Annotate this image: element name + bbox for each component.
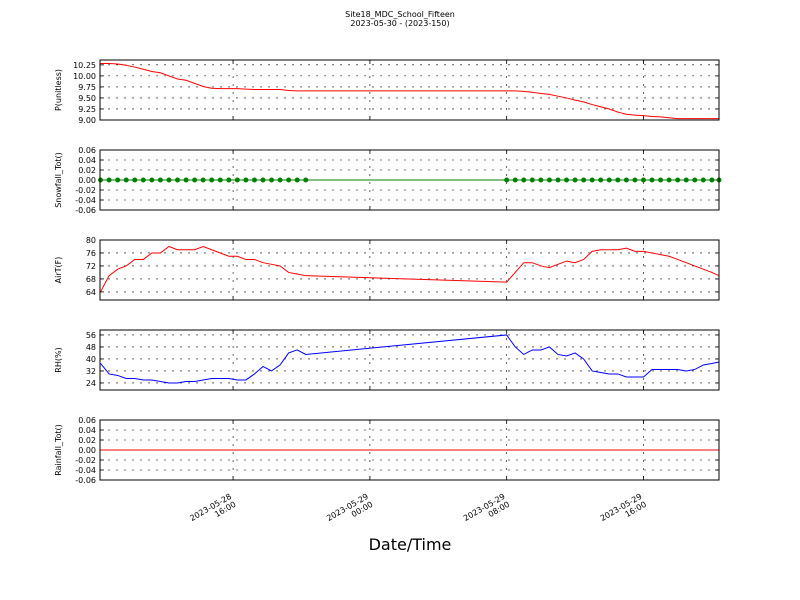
data-marker xyxy=(598,177,604,183)
data-marker xyxy=(700,177,706,183)
plot-frame xyxy=(99,419,720,481)
data-marker xyxy=(512,177,518,183)
data-marker xyxy=(504,177,510,183)
data-marker xyxy=(175,177,181,183)
data-line xyxy=(100,334,720,384)
y-tick-label: -0.04 xyxy=(75,196,96,205)
plot-frame xyxy=(99,329,720,391)
data-marker xyxy=(234,177,240,183)
data-marker xyxy=(260,177,266,183)
data-marker xyxy=(243,177,249,183)
y-axis-label: P(unitless) xyxy=(54,69,63,111)
y-tick-label: 9.50 xyxy=(78,94,96,103)
y-tick-label: -0.02 xyxy=(75,186,96,195)
data-marker xyxy=(286,177,292,183)
y-tick-label: 56 xyxy=(86,331,96,340)
data-marker xyxy=(251,177,257,183)
data-marker xyxy=(269,177,275,183)
y-tick-label: 0.06 xyxy=(78,146,96,155)
plot-frame xyxy=(99,149,720,211)
plot-frame xyxy=(99,59,720,121)
y-tick-label: 0.04 xyxy=(78,426,96,435)
y-tick-label: 68 xyxy=(86,275,96,284)
data-marker xyxy=(555,177,561,183)
data-marker xyxy=(132,177,138,183)
y-tick-label: -0.04 xyxy=(75,466,96,475)
data-marker xyxy=(157,177,163,183)
y-tick-label: 48 xyxy=(86,343,96,352)
data-marker xyxy=(640,177,646,183)
y-axis-label: Rainfall_Tot() xyxy=(54,424,63,476)
data-marker xyxy=(606,177,612,183)
data-marker xyxy=(277,177,283,183)
x-axis-label: Date/Time xyxy=(369,535,452,554)
y-tick-label: 40 xyxy=(86,355,96,364)
y-tick-label: -0.02 xyxy=(75,456,96,465)
data-marker xyxy=(192,177,198,183)
y-tick-label: 0.02 xyxy=(78,166,96,175)
data-marker xyxy=(123,177,129,183)
data-marker xyxy=(709,177,715,183)
data-marker xyxy=(140,177,146,183)
data-marker xyxy=(209,177,215,183)
data-marker xyxy=(666,177,672,183)
y-tick-label: 80 xyxy=(86,236,96,245)
data-line xyxy=(100,63,719,120)
y-tick-label: 0.06 xyxy=(78,416,96,425)
y-tick-label: 0.00 xyxy=(78,446,96,455)
plot-frame xyxy=(99,239,720,301)
data-marker xyxy=(166,177,172,183)
data-marker xyxy=(538,177,544,183)
data-marker xyxy=(521,177,527,183)
data-marker xyxy=(226,177,232,183)
y-axis-label: AirT(F) xyxy=(54,257,63,284)
data-marker xyxy=(149,177,155,183)
y-tick-label: 10.25 xyxy=(73,61,96,70)
data-marker xyxy=(675,177,681,183)
data-marker xyxy=(572,177,578,183)
y-tick-label: -0.06 xyxy=(75,206,96,215)
chart-subtitle: 2023-05-30 - (2023-150) xyxy=(350,19,449,28)
y-tick-label: -0.06 xyxy=(75,476,96,485)
chart-title: Site18_MDC_School_Fifteen xyxy=(345,10,455,19)
data-marker xyxy=(683,177,689,183)
data-marker xyxy=(529,177,535,183)
data-marker xyxy=(632,177,638,183)
y-tick-label: 76 xyxy=(86,249,96,258)
y-tick-label: 10.00 xyxy=(73,72,96,81)
data-marker xyxy=(115,177,121,183)
data-marker xyxy=(581,177,587,183)
data-marker xyxy=(200,177,206,183)
y-tick-label: 0.02 xyxy=(78,436,96,445)
y-tick-label: 0.00 xyxy=(78,176,96,185)
data-marker xyxy=(649,177,655,183)
data-marker xyxy=(546,177,552,183)
y-tick-label: 9.75 xyxy=(78,83,96,92)
y-tick-label: 0.04 xyxy=(78,156,96,165)
y-tick-label: 32 xyxy=(86,367,96,376)
data-marker xyxy=(589,177,595,183)
y-tick-label: 64 xyxy=(86,288,96,297)
y-axis-label: Snowfall_Tot() xyxy=(54,152,63,208)
data-line xyxy=(100,245,720,293)
data-marker xyxy=(615,177,621,183)
data-marker xyxy=(623,177,629,183)
data-marker xyxy=(217,177,223,183)
data-marker xyxy=(98,177,104,183)
y-tick-label: 9.25 xyxy=(78,105,96,114)
data-marker xyxy=(692,177,698,183)
data-marker xyxy=(658,177,664,183)
y-tick-label: 9.00 xyxy=(78,116,96,125)
y-tick-label: 72 xyxy=(86,262,96,271)
y-axis-label: RH(%) xyxy=(54,347,63,372)
data-marker xyxy=(564,177,570,183)
data-marker xyxy=(303,177,309,183)
data-marker xyxy=(183,177,189,183)
y-tick-label: 24 xyxy=(86,379,96,388)
data-marker xyxy=(106,177,112,183)
data-marker xyxy=(294,177,300,183)
